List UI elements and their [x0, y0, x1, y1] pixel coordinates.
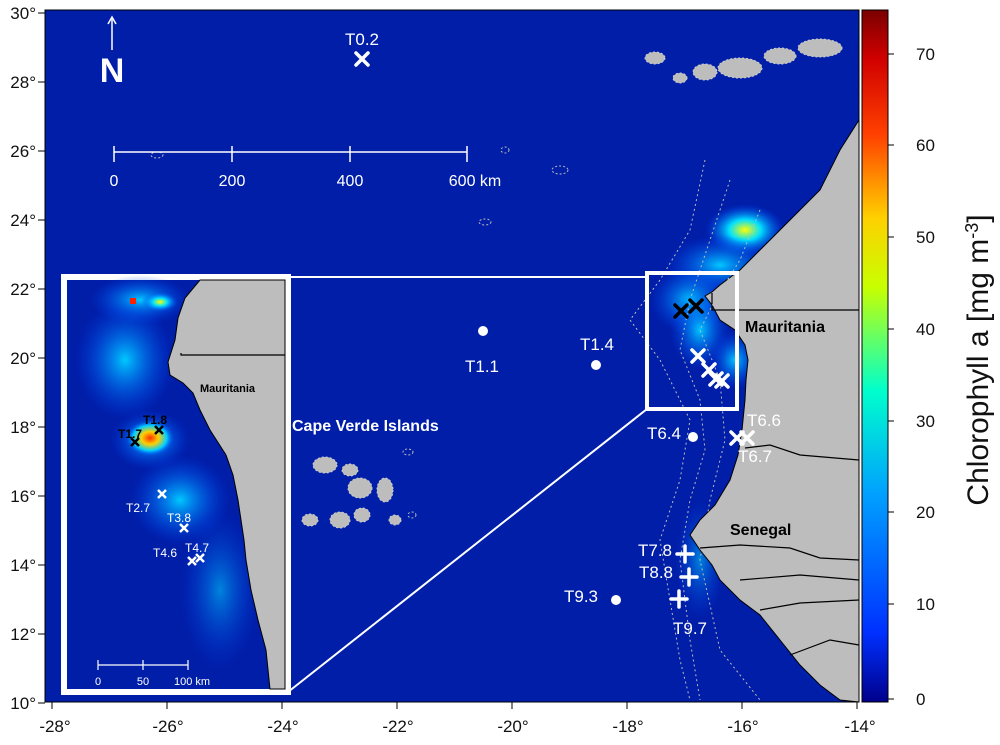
- x-tick-label: -26°: [152, 717, 183, 736]
- scale-label-200: 200: [219, 173, 246, 190]
- y-tick-label: 12°: [10, 625, 36, 644]
- colorbar-tick-label: 30: [916, 412, 935, 431]
- north-arrow: N: [100, 15, 125, 90]
- inset-label-t1-7: T1.7: [118, 427, 142, 441]
- colorbar-ticks: [888, 53, 894, 700]
- station-marker-t1-1: [478, 326, 488, 336]
- station-label-t1-1: T1.1: [465, 357, 499, 376]
- station-label-t6-6: T6.6: [747, 411, 781, 430]
- x-tick-label: -22°: [382, 717, 413, 736]
- station-marker-t4-7: [714, 373, 730, 389]
- inset-marker-t4-7: [195, 553, 205, 563]
- station-marker-t1-4: [591, 360, 601, 370]
- inset-marker-t1-7: [130, 437, 140, 447]
- inset-scale-label-50: 50: [137, 676, 149, 688]
- x-tick-label: -28°: [39, 717, 70, 736]
- scale-label-400: 400: [337, 173, 364, 190]
- inset-scale-label-0: 0: [95, 676, 101, 688]
- station-label-t7-8: T7.8: [638, 541, 672, 560]
- inset-marker-t3-8: [179, 523, 189, 533]
- station-marker-t2-7: [690, 348, 706, 364]
- inset-label-t2-7: T2.7: [126, 501, 150, 515]
- inset-marker-t4-6: [187, 556, 197, 566]
- station-label-t8-8: T8.8: [639, 563, 673, 582]
- inset-marker-t2-7: [157, 489, 167, 499]
- north-arrow-label: N: [100, 52, 125, 90]
- y-tick-label: 22°: [10, 280, 36, 299]
- station-marker-t6-7: [729, 430, 745, 446]
- colorbar-tick-label: 10: [916, 595, 935, 614]
- scale-bar: [113, 146, 468, 162]
- scale-label-0: 0: [110, 173, 119, 190]
- zoom-connector-bottom: [287, 408, 648, 693]
- station-marker-t1-8: [688, 298, 704, 314]
- station-marker-t9-3: [611, 595, 621, 605]
- station-marker-t8-8: [679, 567, 699, 587]
- inset-marker-t1-8: [154, 425, 164, 435]
- inset-label-t4-6: T4.6: [153, 546, 177, 560]
- colorbar-tick-label: 0: [916, 690, 925, 709]
- colorbar-tick-label: 50: [916, 228, 935, 247]
- inset-map: Mauritania T1.7 T1.8 T2.7 T3.8 T4.6 T4.7…: [61, 274, 291, 695]
- station-label-t0-2: T0.2: [345, 30, 379, 49]
- colorbar-title: Chlorophyll a [mg m-3]: [962, 214, 995, 505]
- y-axis: [38, 12, 45, 704]
- cape-verde-islands: [301, 456, 402, 529]
- station-markers: [354, 51, 755, 609]
- x-tick-label: -16°: [727, 717, 758, 736]
- inset-land: [167, 279, 286, 690]
- y-tick-label: 18°: [10, 418, 36, 437]
- station-marker-t1-7: [673, 303, 689, 319]
- inset-label-t1-8: T1.8: [143, 413, 167, 427]
- inset-scale-bar: [97, 660, 189, 670]
- colorbar-tick-label: 40: [916, 320, 935, 339]
- colorbar-tick-label: 70: [916, 45, 935, 64]
- station-label-t6-7: T6.7: [738, 447, 772, 466]
- inset-label-t3-8: T3.8: [167, 511, 191, 525]
- station-marker-t6-4: [688, 432, 698, 442]
- colorbar-tick-label: 60: [916, 136, 935, 155]
- station-marker-t9-7: [669, 589, 689, 609]
- x-tick-label: -18°: [612, 717, 643, 736]
- y-tick-label: 28°: [10, 73, 36, 92]
- station-marker-t7-8: [675, 544, 695, 564]
- station-label-t9-7: T9.7: [673, 619, 707, 638]
- y-tick-label: 14°: [10, 556, 36, 575]
- x-tick-label: -24°: [267, 717, 298, 736]
- y-tick-label: 26°: [10, 142, 36, 161]
- station-label-t1-4: T1.4: [580, 335, 614, 354]
- colorbar-tick-label: 20: [916, 503, 935, 522]
- inset-label-t4-7: T4.7: [185, 541, 209, 555]
- bathymetry-contours: [629, 159, 761, 701]
- map-border: [44, 9, 860, 703]
- zoom-box: [645, 271, 739, 411]
- station-marker-t0-2: [354, 51, 370, 67]
- y-tick-label: 16°: [10, 487, 36, 506]
- inset-region-label-mauritania: Mauritania: [200, 383, 256, 395]
- inset-border: [180, 353, 285, 356]
- colorbar: [861, 9, 889, 703]
- y-tick-label: 20°: [10, 349, 36, 368]
- scale-label-600: 600 km: [449, 173, 501, 190]
- x-tick-label: -14°: [844, 717, 875, 736]
- y-tick-label: 10°: [10, 694, 36, 713]
- country-borders: [699, 293, 860, 656]
- region-label-mauritania: Mauritania: [745, 319, 825, 336]
- inset-scale-label-100: 100 km: [174, 676, 210, 688]
- y-tick-label: 24°: [10, 211, 36, 230]
- x-axis: [51, 702, 858, 709]
- inset-hotspot: [130, 298, 136, 304]
- y-tick-label: 30°: [10, 4, 36, 23]
- region-label-cape-verde: Cape Verde Islands: [292, 418, 439, 435]
- canary-islands: [644, 38, 843, 84]
- region-label-senegal: Senegal: [730, 522, 791, 539]
- x-tick-label: -20°: [497, 717, 528, 736]
- station-label-t6-4: T6.4: [647, 424, 681, 443]
- station-label-t9-3: T9.3: [564, 587, 598, 606]
